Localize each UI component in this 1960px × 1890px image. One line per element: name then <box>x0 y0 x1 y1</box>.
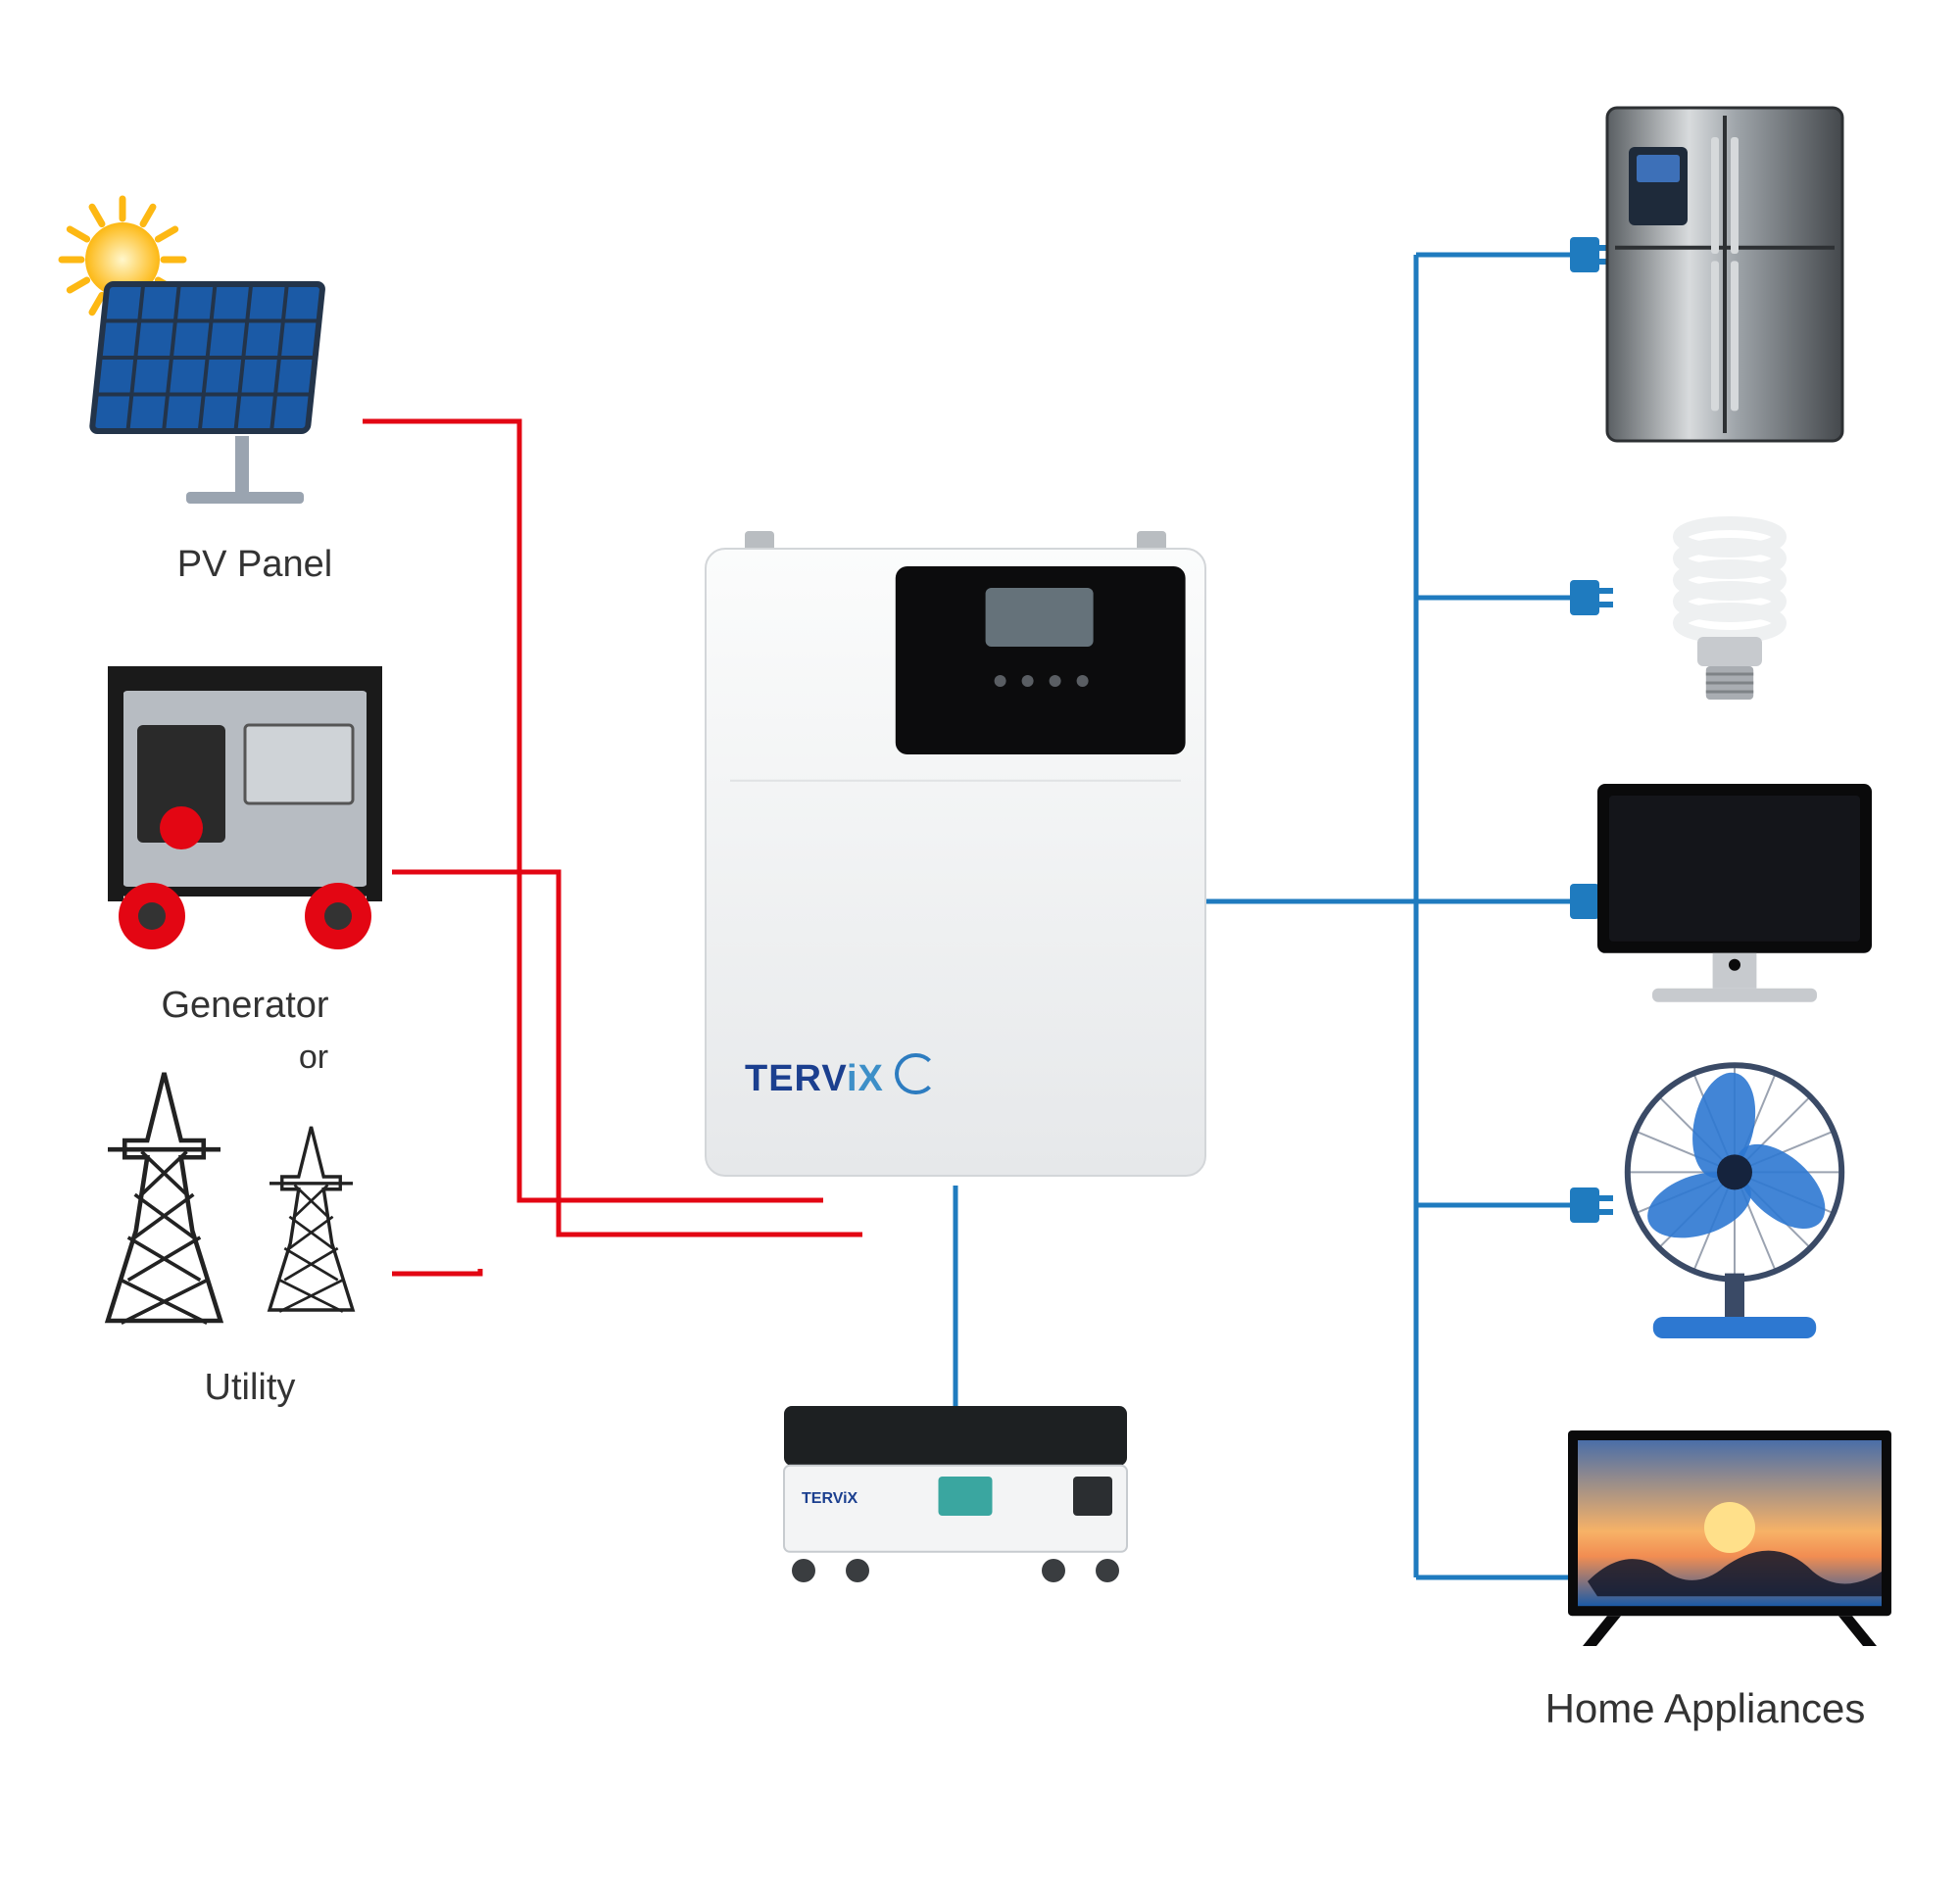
generator-icon <box>108 666 382 949</box>
svg-text:TERViX: TERViX <box>802 1490 858 1507</box>
fridge-icon <box>1607 108 1842 441</box>
fan-icon <box>1628 1065 1841 1338</box>
tv-icon <box>1568 1430 1891 1646</box>
inverter-brand: TERViX <box>745 1053 937 1100</box>
or-label: or <box>265 1039 363 1077</box>
utility-label: Utility <box>127 1367 372 1409</box>
monitor-icon <box>1597 784 1872 1002</box>
diagram-canvas: TERViX <box>0 0 1960 1890</box>
pv-panel-icon <box>62 199 323 504</box>
home-appliances-label: Home Appliances <box>1499 1685 1911 1732</box>
pv-panel-label: PV Panel <box>108 544 402 586</box>
utility-icon <box>108 1073 353 1323</box>
generator-label: Generator <box>98 985 392 1027</box>
bulb-icon <box>1680 523 1780 700</box>
battery-icon: TERViX <box>784 1406 1127 1582</box>
